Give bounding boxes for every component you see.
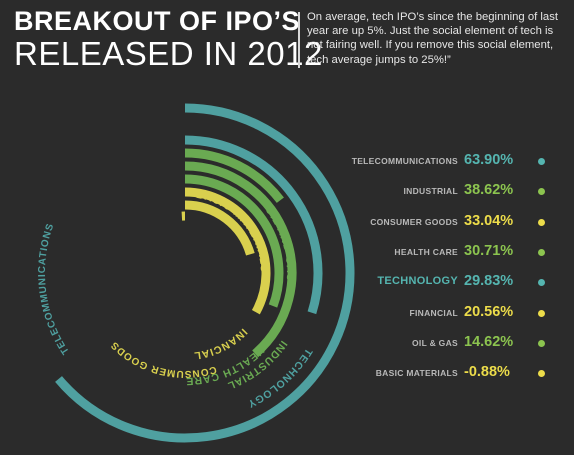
page-title: BREAKOUT OF IPO’S [14, 6, 301, 36]
legend-label: TECHNOLOGY [377, 275, 458, 288]
legend-item: BASIC MATERIALS -0.88% [330, 363, 550, 383]
legend-dot [538, 279, 545, 287]
legend-value: -0.88% [464, 364, 510, 381]
legend-dot [538, 188, 545, 196]
legend-value: 38.62% [464, 182, 514, 199]
legend-value: 63.90% [464, 152, 514, 168]
legend-dot [538, 309, 545, 317]
legend-item: TECHNOLOGY 29.83% [330, 272, 550, 292]
legend-label: TELECOMMUNICATIONS [351, 156, 458, 166]
legend-value: 20.56% [464, 303, 514, 320]
intro-text: On average, tech IPO’s since the beginni… [307, 11, 558, 66]
legend-value: 29.83% [464, 273, 514, 290]
legend-label: OIL & GAS [412, 337, 458, 348]
title-block: BREAKOUT OF IPO’S RELEASED IN 2012 [14, 6, 323, 72]
legend-label: CONSUMER GOODS [370, 216, 458, 227]
arc-technology [184, 135, 323, 315]
legend-label: INDUSTRIAL [403, 186, 458, 197]
legend-label: HEALTH CARE [394, 246, 458, 257]
legend-item: OIL & GAS 14.62% [330, 333, 550, 353]
arc-financials [184, 200, 255, 256]
legend-value: 14.62% [464, 333, 514, 350]
legend-item: FINANCIAL 20.56% [330, 303, 550, 323]
arc-telecommunications [55, 103, 355, 443]
legend-dot [538, 158, 545, 165]
legend-item: TELECOMMUNICATIONS 63.90% [330, 151, 550, 171]
legend-label: FINANCIAL [409, 307, 458, 318]
legend-dot [538, 339, 545, 347]
legend-label: BASIC MATERIALS [375, 368, 458, 379]
legend-dot [538, 248, 545, 256]
legend-item: CONSUMER GOODS 33.04% [330, 212, 550, 232]
arc-industrial [184, 161, 297, 358]
title-divider [298, 12, 300, 68]
legend-dot [538, 218, 545, 226]
legend-value: 30.71% [464, 242, 514, 259]
arc-consumer-goods [184, 187, 271, 315]
legend-value: 33.04% [464, 212, 514, 229]
arc-oil-and-gas [184, 148, 284, 203]
arc-label-telecommunications: TELECOMMUNICATIONS [37, 222, 72, 356]
legend-dot [538, 370, 545, 378]
legend-item: INDUSTRIAL 38.62% [330, 181, 550, 201]
arc-health-care [184, 174, 284, 308]
legend-item: HEALTH CARE 30.71% [330, 242, 550, 262]
page-subtitle: RELEASED IN 2012 [14, 35, 323, 72]
